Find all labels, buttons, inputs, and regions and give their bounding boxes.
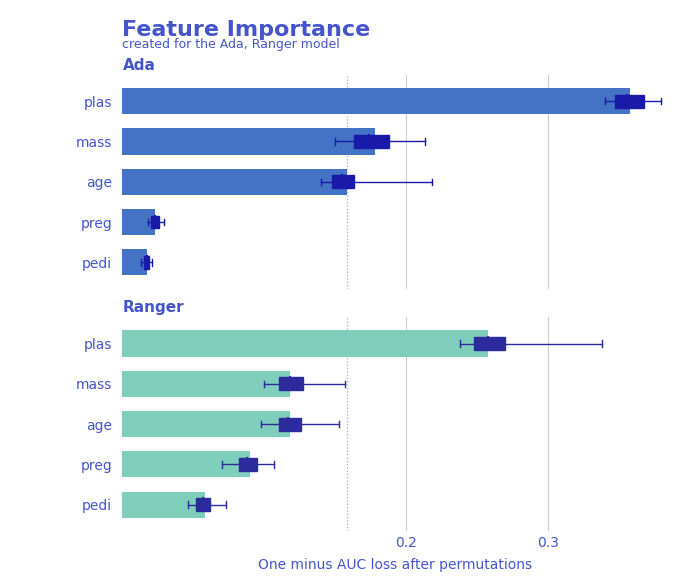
Text: Feature Importance: Feature Importance xyxy=(122,20,371,40)
Bar xyxy=(122,209,155,235)
Bar xyxy=(122,249,146,275)
Bar xyxy=(279,418,301,430)
Bar xyxy=(474,337,505,350)
Bar xyxy=(615,95,645,108)
Bar xyxy=(122,88,630,114)
Bar xyxy=(122,129,375,155)
Bar xyxy=(122,492,205,518)
Text: created for the Ada, Ranger model: created for the Ada, Ranger model xyxy=(122,38,340,51)
X-axis label: One minus AUC loss after permutations: One minus AUC loss after permutations xyxy=(258,558,533,572)
Text: Ada: Ada xyxy=(122,58,155,73)
Bar xyxy=(122,371,290,397)
Bar xyxy=(239,458,257,471)
Bar xyxy=(122,451,250,478)
Bar xyxy=(122,331,489,357)
Bar xyxy=(332,175,354,188)
Bar xyxy=(196,498,211,511)
Bar xyxy=(279,377,302,390)
Text: Ranger: Ranger xyxy=(122,301,184,316)
Bar xyxy=(122,168,346,195)
Bar xyxy=(144,256,149,269)
Bar xyxy=(354,135,389,148)
Bar xyxy=(122,411,290,437)
Bar xyxy=(151,216,160,228)
